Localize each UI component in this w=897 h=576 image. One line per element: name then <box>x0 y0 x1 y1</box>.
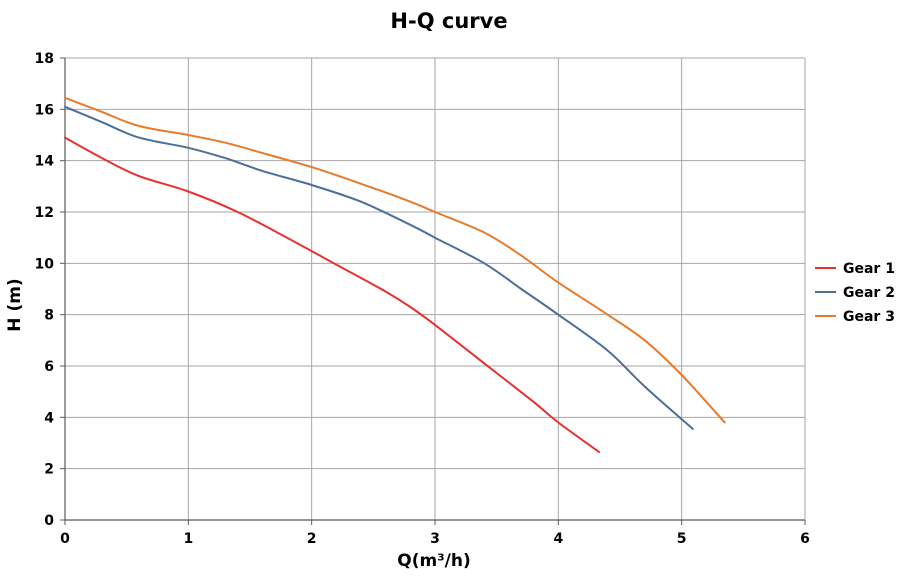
x-tick-label: 0 <box>60 531 70 547</box>
x-tick-label: 4 <box>553 531 563 547</box>
series-line-gear-3 <box>64 96 726 424</box>
y-tick-label: 8 <box>44 308 54 324</box>
y-tick-label: 18 <box>35 51 54 67</box>
y-tick-label: 16 <box>35 102 54 118</box>
legend-label-gear-3: Gear 3 <box>843 309 895 325</box>
x-tick-label: 5 <box>677 531 687 547</box>
y-tick-label: 6 <box>44 359 54 375</box>
x-tick-labels: 0 1 2 3 4 5 6 <box>60 531 810 547</box>
x-tick-label: 1 <box>183 531 193 547</box>
legend-label-gear-2: Gear 2 <box>843 285 895 301</box>
legend: Gear 1 Gear 2 Gear 3 <box>815 261 895 325</box>
x-axis-label: Q(m³/h) <box>397 551 470 571</box>
legend-label-gear-1: Gear 1 <box>843 261 895 277</box>
y-tick-label: 12 <box>35 205 54 221</box>
y-tick-label: 14 <box>35 154 55 170</box>
y-tick-label: 4 <box>44 410 54 426</box>
x-tick-label: 6 <box>800 531 810 547</box>
series-line-gear-2 <box>64 105 694 430</box>
y-tick-label: 10 <box>35 256 55 272</box>
series-lines <box>64 96 726 453</box>
chart-title: H-Q curve <box>390 9 507 33</box>
axes <box>60 57 806 525</box>
y-tick-label: 2 <box>44 462 54 478</box>
x-tick-label: 2 <box>307 531 317 547</box>
series-line-gear-1 <box>64 136 600 453</box>
grid-lines <box>65 57 806 520</box>
x-tick-label: 3 <box>430 531 440 547</box>
y-tick-labels: 0 2 4 6 8 10 12 14 16 18 <box>35 51 55 529</box>
y-axis-label: H (m) <box>5 278 25 331</box>
y-tick-label: 0 <box>44 513 54 529</box>
